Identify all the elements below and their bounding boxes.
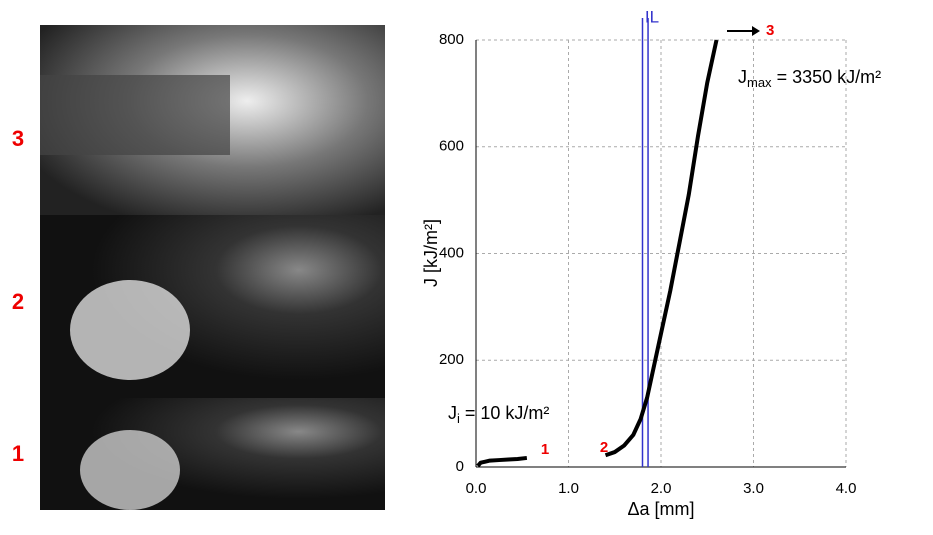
point-label: 2 bbox=[600, 439, 608, 456]
x-tick-label: 4.0 bbox=[836, 480, 857, 497]
symbol: J bbox=[448, 403, 457, 423]
data-line bbox=[476, 39, 719, 468]
annotation-text: = 3350 kJ/m² bbox=[777, 67, 882, 87]
photo-label: 2 bbox=[12, 289, 24, 314]
photo-detail bbox=[80, 430, 180, 510]
jmax-annotation: Jmax = 3350 kJ/m² bbox=[738, 67, 881, 91]
y-tick-label: 0 bbox=[456, 458, 464, 475]
x-tick-label: 3.0 bbox=[743, 480, 764, 497]
y-axis-label: J [kJ/m²] bbox=[421, 219, 441, 287]
ji-annotation: Ji = 10 kJ/m² bbox=[448, 403, 549, 427]
arrow-head bbox=[752, 26, 760, 36]
x-tick-label: 1.0 bbox=[558, 480, 579, 497]
y-tick-label: 200 bbox=[439, 351, 464, 368]
y-tick-label: 600 bbox=[439, 138, 464, 155]
photo-label: 1 bbox=[12, 441, 24, 466]
subscript: i bbox=[457, 411, 460, 426]
y-tick-label: 800 bbox=[439, 31, 464, 48]
photo-detail bbox=[70, 280, 190, 380]
x-axis-label: Δa [mm] bbox=[627, 499, 694, 519]
x-tick-label: 2.0 bbox=[651, 480, 672, 497]
point-label: 1 bbox=[541, 441, 549, 458]
symbol: J bbox=[738, 67, 747, 87]
photo-label: 3 bbox=[12, 126, 24, 151]
annotation-text: = 10 kJ/m² bbox=[465, 403, 550, 423]
point-label: 3 bbox=[766, 22, 774, 39]
photo-detail bbox=[40, 75, 230, 155]
x-tick-label: 0.0 bbox=[466, 480, 487, 497]
y-tick-label: 400 bbox=[439, 244, 464, 261]
subscript: max bbox=[747, 75, 772, 90]
threshold-label: IL bbox=[645, 7, 659, 26]
